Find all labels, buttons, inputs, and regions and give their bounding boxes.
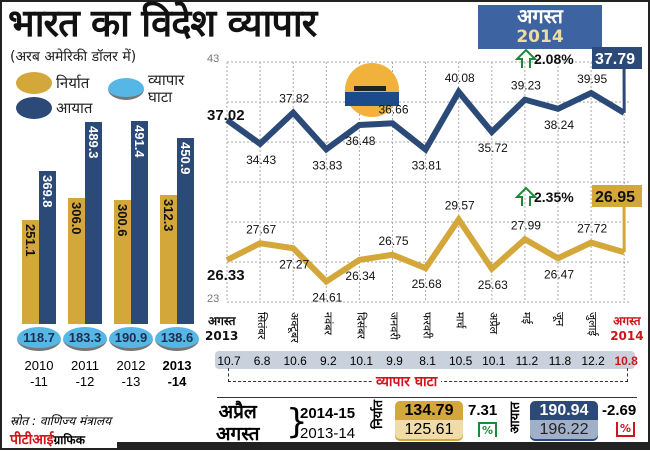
- month-label: जून: [552, 312, 567, 348]
- month-label: अक्टूबर: [287, 312, 302, 348]
- deficit-value: 8.1: [412, 354, 444, 368]
- year-current: 2014-15: [300, 404, 355, 424]
- source-note: स्रोत : वाणिज्य मंत्रालय: [10, 412, 111, 429]
- deficit-value: 10.6: [279, 354, 311, 368]
- data-label: 27.99: [511, 218, 541, 232]
- data-label: 36.66: [379, 102, 409, 116]
- imports-change: -2.69: [602, 402, 636, 419]
- data-label: 25.63: [478, 278, 508, 292]
- deficit-value: 6.8: [246, 354, 278, 368]
- month-label-name: अगस्त: [205, 314, 238, 329]
- y-tick-label: 23: [207, 293, 219, 305]
- data-label: 29.57: [445, 199, 475, 213]
- month-label-year: 2013: [205, 329, 238, 344]
- exports-previous: 125.61: [395, 420, 463, 439]
- summary-exports-label: निर्यात: [370, 400, 388, 429]
- summary-years: 2014-15 2013-14: [300, 404, 355, 444]
- summary-imports-label: आयात: [507, 402, 525, 434]
- imports-current: 190.94: [530, 401, 598, 420]
- up-arrow-icon: [517, 50, 535, 68]
- data-label: 27.67: [246, 222, 276, 236]
- data-label: 26.34: [345, 269, 375, 283]
- data-label: 26.33: [207, 267, 245, 284]
- summary-period: अप्रैल अगस्त: [216, 402, 259, 446]
- data-label: 39.23: [511, 79, 541, 93]
- month-label-year: 2014: [610, 329, 643, 344]
- exports-current: 134.79: [395, 401, 463, 420]
- data-label: 36.48: [345, 134, 375, 148]
- data-label: 26.47: [544, 267, 574, 281]
- deficit-value: 10.8: [610, 354, 642, 368]
- credit: पीटीआईग्राफिक: [10, 430, 85, 449]
- summary-exports-box: 134.79 125.61: [395, 401, 463, 441]
- data-label: 37.82: [279, 92, 309, 106]
- credit-brand: पीटीआई: [10, 432, 53, 448]
- deficit-value: 9.9: [379, 354, 411, 368]
- up-arrow-icon: [517, 188, 535, 206]
- footer-bar: [117, 442, 650, 450]
- data-label: 27.27: [279, 257, 309, 271]
- change-percent: 2.08%: [534, 51, 574, 67]
- down-arrow-icon: %: [616, 422, 635, 437]
- deficit-value: 9.2: [312, 354, 344, 368]
- month-label: मई: [519, 312, 534, 348]
- imports-previous: 196.22: [530, 420, 598, 439]
- data-label: 24.61: [312, 291, 342, 305]
- latest-value: 26.95: [595, 189, 635, 206]
- y-tick-label: 43: [207, 53, 219, 65]
- month-label: नवंबर: [320, 312, 335, 348]
- month-label: जुलाई: [585, 312, 600, 348]
- month-label: फरवरी: [420, 312, 435, 348]
- divider: [217, 397, 637, 398]
- data-label: 27.72: [577, 222, 607, 236]
- month-label-name: अगस्त: [610, 314, 643, 329]
- deficit-value: 10.7: [213, 354, 245, 368]
- deficit-value: 10.1: [345, 354, 377, 368]
- latest-value: 37.79: [595, 51, 635, 68]
- month-label: मार्च: [453, 312, 468, 348]
- year-previous: 2013-14: [300, 424, 355, 444]
- data-label: 39.95: [577, 72, 607, 86]
- summary-imports-box: 190.94 196.22: [530, 401, 598, 441]
- deficit-value: 12.2: [577, 354, 609, 368]
- deficit-value: 11.2: [511, 354, 543, 368]
- month-label: दिसंबर: [353, 312, 368, 348]
- data-label: 33.81: [412, 159, 442, 173]
- deficit-caption: व्यापार घाटा: [372, 372, 441, 391]
- data-label: 26.75: [379, 234, 409, 248]
- month-label: अप्रैल: [486, 312, 501, 348]
- up-arrow-icon: %: [478, 422, 497, 437]
- data-label: 37.02: [207, 107, 245, 124]
- deficit-value: 11.8: [544, 354, 576, 368]
- period-top: अप्रैल: [216, 402, 259, 424]
- data-label: 35.72: [478, 141, 508, 155]
- data-label: 33.83: [312, 158, 342, 172]
- data-label: 34.43: [246, 153, 276, 167]
- exports-change: 7.31: [468, 402, 497, 419]
- change-percent: 2.35%: [534, 189, 574, 205]
- ship-icon: [354, 86, 386, 91]
- month-label: जनवरी: [387, 312, 402, 348]
- month-label: सितंबर: [254, 312, 269, 348]
- data-label: 38.24: [544, 118, 574, 132]
- deficit-value: 10.1: [478, 354, 510, 368]
- data-label: 25.68: [412, 277, 442, 291]
- data-label: 40.08: [445, 71, 475, 85]
- deficit-value: 10.5: [445, 354, 477, 368]
- credit-text: ग्राफिक: [53, 433, 84, 447]
